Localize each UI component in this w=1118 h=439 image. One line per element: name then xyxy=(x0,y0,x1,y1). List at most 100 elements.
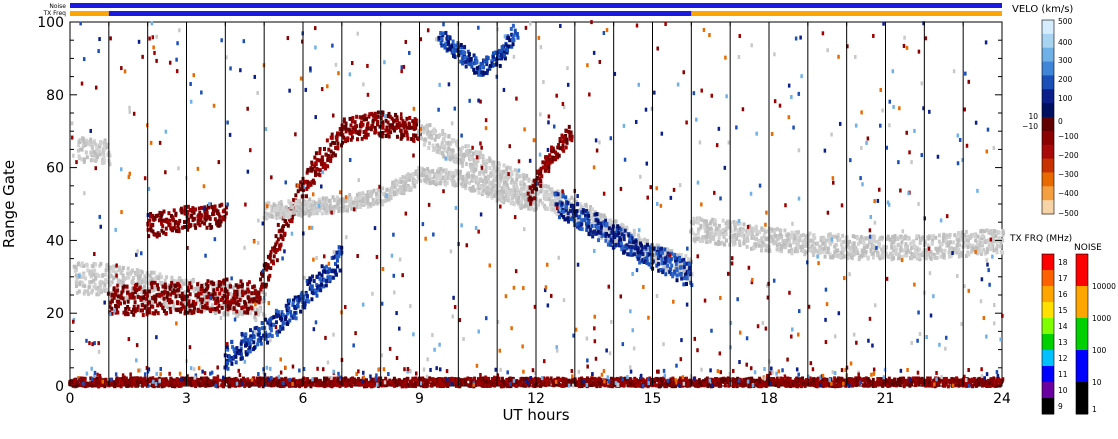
feature-cell xyxy=(131,280,135,285)
feature-cell xyxy=(445,141,449,146)
feature-cell xyxy=(188,292,192,297)
feature-cell xyxy=(324,198,328,203)
feature-cell xyxy=(140,270,144,275)
feature-cell xyxy=(341,140,345,145)
feature-cell xyxy=(661,270,665,275)
feature-cell xyxy=(448,44,452,49)
feature-cell xyxy=(501,54,505,59)
feature-cell xyxy=(941,251,945,256)
feature-cell xyxy=(674,258,678,263)
feature-cell xyxy=(526,189,530,194)
feature-cell xyxy=(891,248,895,253)
feature-cell xyxy=(450,151,454,156)
feature-cell xyxy=(664,259,668,264)
feature-cell xyxy=(606,227,610,232)
feature-cell xyxy=(292,314,296,319)
feature-cell xyxy=(239,279,243,284)
feature-cell xyxy=(822,237,826,242)
feature-cell xyxy=(411,173,415,178)
feature-cell xyxy=(378,124,382,129)
feature-cell xyxy=(412,123,416,128)
feature-cell xyxy=(964,253,968,258)
feature-cell xyxy=(81,275,85,280)
feature-cell xyxy=(670,249,674,254)
feature-cell xyxy=(632,228,636,233)
feature-cell xyxy=(453,183,457,188)
feature-cell xyxy=(505,50,509,55)
feature-cell xyxy=(502,53,506,58)
feature-cell xyxy=(464,185,468,190)
feature-cell xyxy=(446,40,450,45)
feature-cell xyxy=(287,306,291,311)
feature-cell xyxy=(403,120,407,125)
feature-cell xyxy=(84,263,88,268)
feature-cell xyxy=(287,298,291,303)
feature-cell xyxy=(507,36,511,41)
feature-cell xyxy=(529,201,533,206)
feature-cell xyxy=(648,249,652,254)
feature-cell xyxy=(185,294,189,299)
feature-cell xyxy=(297,298,301,303)
feature-cell xyxy=(701,239,705,244)
feature-cell xyxy=(185,214,189,219)
feature-cell xyxy=(544,197,548,202)
feature-cell xyxy=(523,182,527,187)
feature-cell xyxy=(289,201,293,206)
feature-cell xyxy=(218,222,222,227)
feature-cell xyxy=(142,277,146,282)
feature-cell xyxy=(336,146,340,151)
feature-cell xyxy=(457,152,461,157)
feature-cell xyxy=(509,188,513,193)
feature-cell xyxy=(318,284,322,289)
feature-cell xyxy=(414,125,418,130)
feature-cell xyxy=(207,298,211,303)
feature-cell xyxy=(545,206,549,211)
feature-cell xyxy=(998,244,1002,249)
feature-cell xyxy=(471,165,475,170)
feature-cell xyxy=(602,220,606,225)
feature-cell xyxy=(208,307,212,312)
feature-cell xyxy=(848,245,852,250)
feature-cell xyxy=(299,296,303,301)
feature-cell xyxy=(451,174,455,179)
feature-cell xyxy=(335,258,339,263)
feature-cell xyxy=(588,227,592,232)
feature-cell xyxy=(353,127,357,132)
feature-cell xyxy=(864,236,868,241)
feature-cell xyxy=(491,181,495,186)
feature-cell xyxy=(623,228,627,233)
feature-cell xyxy=(680,276,684,281)
feature-cell xyxy=(863,249,867,254)
feature-cell xyxy=(982,229,986,234)
feature-cell xyxy=(939,254,943,259)
feature-cell xyxy=(441,150,445,155)
feature-cell xyxy=(235,289,239,294)
feature-cell xyxy=(612,226,616,231)
feature-cell xyxy=(331,195,335,200)
feature-cell xyxy=(318,276,322,281)
feature-cell xyxy=(592,217,596,222)
feature-cell xyxy=(812,233,816,238)
txfreq-status-bar xyxy=(70,11,1002,16)
feature-cell xyxy=(437,148,441,153)
feature-cell xyxy=(452,138,456,143)
feature-cell xyxy=(165,305,169,310)
feature-cell xyxy=(161,224,165,229)
feature-cell xyxy=(445,149,449,154)
feature-cell xyxy=(480,185,484,190)
feature-cell xyxy=(489,171,493,176)
feature-cell xyxy=(501,47,505,52)
feature-cell xyxy=(570,138,574,143)
feature-cell xyxy=(499,192,503,197)
feature-cell xyxy=(179,309,183,314)
feature-cell xyxy=(423,172,427,177)
feature-cell xyxy=(199,291,203,296)
feature-cell xyxy=(819,238,823,243)
feature-cell xyxy=(593,212,597,217)
feature-cell xyxy=(437,167,441,172)
feature-cell xyxy=(451,154,455,159)
feature-cell xyxy=(439,167,443,172)
feature-cell xyxy=(738,221,742,226)
feature-cell xyxy=(219,219,223,224)
feature-cell xyxy=(604,223,608,228)
